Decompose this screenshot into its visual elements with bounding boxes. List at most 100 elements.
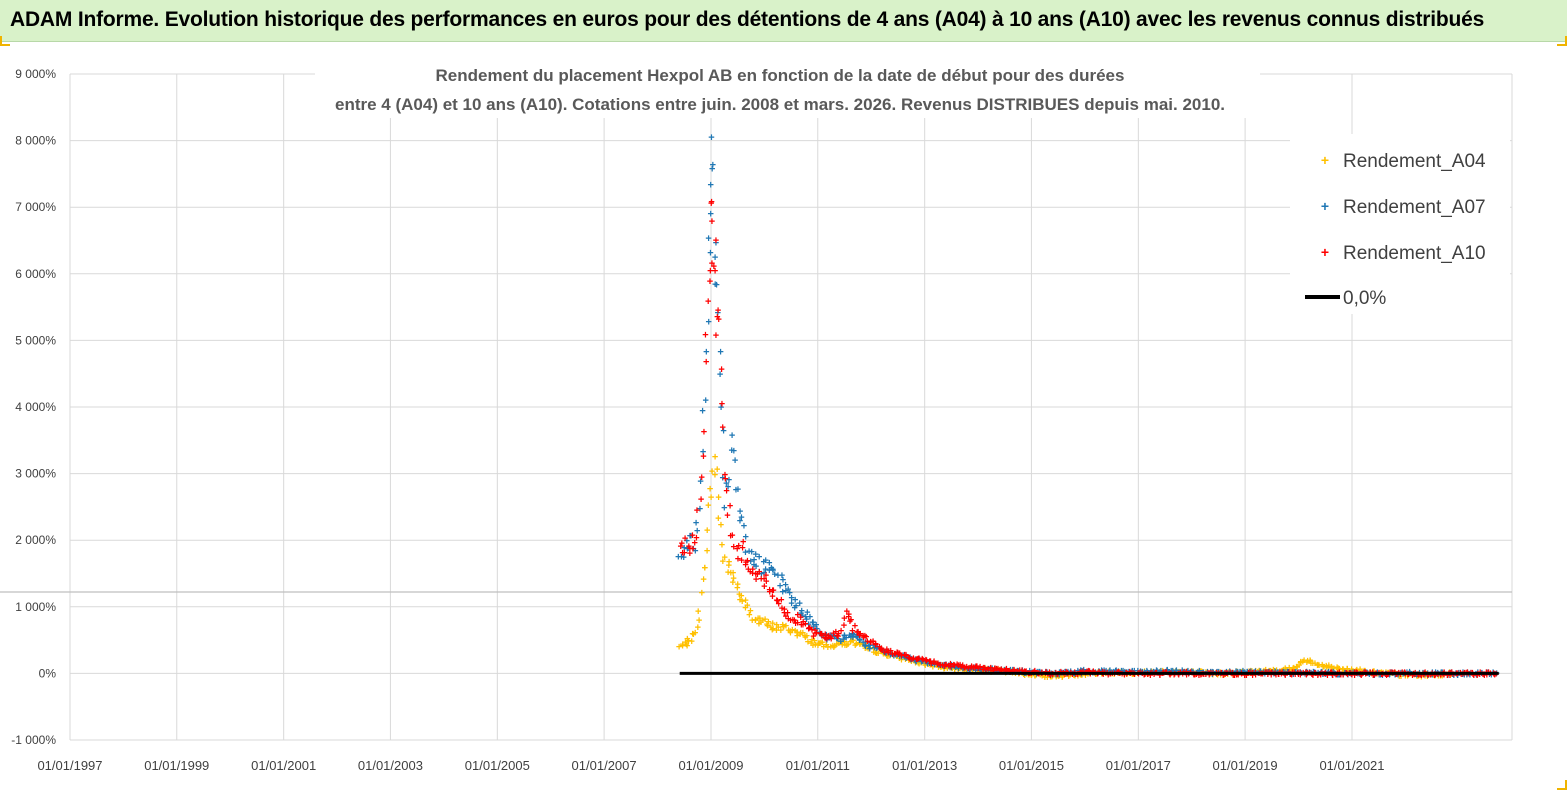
data-point: + bbox=[1141, 669, 1147, 681]
data-point: + bbox=[941, 661, 947, 673]
data-point: + bbox=[921, 659, 927, 671]
legend-label-a04: Rendement_A04 bbox=[1343, 151, 1486, 172]
data-point: + bbox=[764, 620, 770, 632]
data-point: + bbox=[1334, 662, 1340, 674]
data-point: + bbox=[1379, 669, 1385, 681]
x-tick-label: 01/01/2005 bbox=[465, 758, 530, 773]
data-point: + bbox=[849, 628, 855, 640]
data-point: + bbox=[929, 658, 935, 670]
data-point: + bbox=[1120, 666, 1126, 678]
data-point: + bbox=[762, 564, 768, 576]
data-point: + bbox=[1330, 670, 1336, 682]
data-point: + bbox=[993, 664, 999, 676]
data-point: + bbox=[787, 626, 793, 638]
data-point: + bbox=[809, 624, 815, 636]
data-point: + bbox=[1444, 670, 1450, 682]
data-point: + bbox=[1145, 669, 1151, 681]
data-point: + bbox=[689, 628, 695, 640]
y-tick-label: 3 000% bbox=[15, 467, 56, 481]
data-point: + bbox=[676, 641, 682, 653]
data-point: + bbox=[792, 618, 798, 630]
data-point: + bbox=[936, 660, 942, 672]
data-point: + bbox=[822, 629, 828, 641]
data-point: + bbox=[1309, 669, 1315, 681]
data-point: + bbox=[783, 586, 789, 598]
data-point: + bbox=[1418, 670, 1424, 682]
data-point: + bbox=[1344, 664, 1350, 676]
data-point: + bbox=[702, 563, 708, 575]
data-point: + bbox=[901, 650, 907, 662]
data-point: + bbox=[890, 650, 896, 662]
data-point: + bbox=[1406, 669, 1412, 681]
data-point: + bbox=[1014, 665, 1020, 677]
data-point: + bbox=[1340, 669, 1346, 681]
data-point: + bbox=[1003, 664, 1009, 676]
data-point: + bbox=[1340, 664, 1346, 676]
data-point: + bbox=[1348, 664, 1354, 676]
data-point: + bbox=[1315, 659, 1321, 671]
data-point: + bbox=[972, 663, 978, 675]
data-point: + bbox=[857, 639, 863, 651]
data-point: + bbox=[1056, 670, 1062, 682]
data-point: + bbox=[1164, 665, 1170, 677]
data-point: + bbox=[1346, 666, 1352, 678]
data-point: + bbox=[1471, 670, 1477, 682]
data-point: + bbox=[928, 658, 934, 670]
data-point: + bbox=[760, 615, 766, 627]
data-point: + bbox=[1190, 666, 1196, 678]
data-point: + bbox=[753, 569, 759, 581]
data-point: + bbox=[982, 665, 988, 677]
data-point: + bbox=[743, 557, 749, 569]
data-point: + bbox=[1396, 669, 1402, 681]
data-point: + bbox=[805, 619, 811, 631]
data-point: + bbox=[779, 603, 785, 615]
data-point: + bbox=[1100, 669, 1106, 681]
data-point: + bbox=[1344, 663, 1350, 675]
data-point: + bbox=[856, 630, 862, 642]
data-point: + bbox=[818, 629, 824, 641]
data-point: + bbox=[717, 369, 723, 381]
data-point: + bbox=[968, 662, 974, 674]
data-point: + bbox=[1063, 669, 1069, 681]
data-point: + bbox=[809, 617, 815, 629]
data-point: + bbox=[742, 595, 748, 607]
data-point: + bbox=[838, 625, 844, 637]
data-point: + bbox=[929, 659, 935, 671]
data-point: + bbox=[1484, 670, 1490, 682]
data-point: + bbox=[1392, 670, 1398, 682]
data-point: + bbox=[847, 616, 853, 628]
data-point: + bbox=[1481, 669, 1487, 681]
data-point: + bbox=[981, 665, 987, 677]
data-point: + bbox=[1304, 656, 1310, 668]
data-point: + bbox=[1009, 665, 1015, 677]
data-point: + bbox=[1308, 658, 1314, 670]
data-point: + bbox=[946, 661, 952, 673]
data-point: + bbox=[976, 663, 982, 675]
data-point: + bbox=[948, 661, 954, 673]
data-point: + bbox=[854, 632, 860, 644]
data-point: + bbox=[918, 656, 924, 668]
data-point: + bbox=[1196, 670, 1202, 682]
data-point: + bbox=[894, 649, 900, 661]
data-point: + bbox=[1234, 669, 1240, 681]
chart-title-background bbox=[315, 60, 1260, 118]
data-point: + bbox=[812, 625, 818, 637]
x-tick-label: 01/01/2019 bbox=[1213, 758, 1278, 773]
data-point: + bbox=[769, 564, 775, 576]
data-point: + bbox=[746, 609, 752, 621]
data-point: + bbox=[708, 492, 714, 504]
data-point: + bbox=[713, 235, 719, 247]
data-point: + bbox=[870, 636, 876, 648]
data-point: + bbox=[1304, 657, 1310, 669]
data-point: + bbox=[1021, 670, 1027, 682]
data-point: + bbox=[732, 455, 738, 467]
data-point: + bbox=[864, 636, 870, 648]
data-point: + bbox=[751, 555, 757, 567]
data-point: + bbox=[1336, 664, 1342, 676]
data-point: + bbox=[787, 615, 793, 627]
data-point: + bbox=[1370, 670, 1376, 682]
data-point: + bbox=[1340, 670, 1346, 682]
data-point: + bbox=[887, 646, 893, 658]
data-point: + bbox=[1358, 670, 1364, 682]
data-point: + bbox=[1077, 669, 1083, 681]
